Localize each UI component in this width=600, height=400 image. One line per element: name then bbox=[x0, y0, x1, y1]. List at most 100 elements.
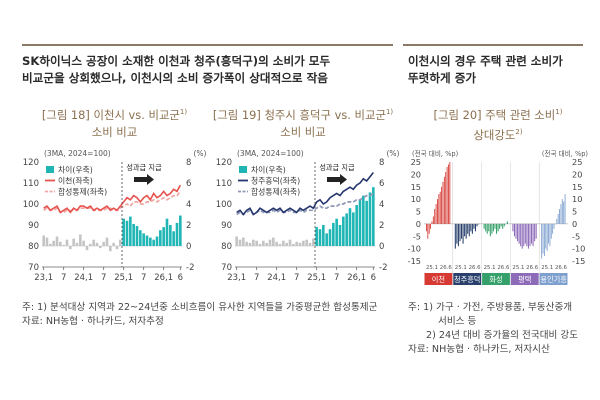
fig19-diff-bar bbox=[282, 240, 285, 246]
fig18-diff-bar bbox=[59, 241, 62, 246]
fig20-bar bbox=[546, 223, 548, 252]
fig19-diff-bar bbox=[262, 240, 265, 246]
fig18-diff-bar bbox=[75, 242, 79, 246]
fig20-bar bbox=[426, 223, 427, 232]
fig20-bar bbox=[478, 223, 480, 225]
fig20-bar bbox=[521, 223, 523, 249]
fig20-bar bbox=[471, 223, 473, 234]
fig18-legend-label: 차이(우축) bbox=[58, 165, 93, 175]
fig20-bar bbox=[502, 223, 504, 229]
left-headline: SK하이닉스 공장이 소재한 이천과 청주(흥덕구)의 소비가 모두 비교군을 … bbox=[22, 53, 397, 87]
fig19-arrow-icon bbox=[327, 174, 347, 185]
fig20-period-label: 25.1 bbox=[512, 265, 524, 271]
fig19-diff-bar bbox=[238, 239, 242, 246]
top-rule-right bbox=[403, 44, 583, 46]
fig20-title-line2: 상대강도 bbox=[473, 127, 516, 142]
fig20-bar bbox=[459, 223, 461, 242]
left-note-1: 주: 1) 분석대상 지역과 22~24년중 소비흐름이 유사한 지역들을 가중… bbox=[22, 302, 378, 313]
fig20-bar bbox=[443, 176, 445, 224]
fig20-period-label: 26.6 bbox=[497, 265, 510, 271]
fig19-ytick-right: 0 bbox=[379, 242, 384, 252]
fig20-bar bbox=[461, 223, 463, 239]
fig18-diff-bar bbox=[62, 244, 65, 246]
fig20-bar bbox=[560, 204, 562, 224]
fig20-region-label: 청주흥덕 bbox=[454, 275, 480, 284]
fig18-diff-bar bbox=[142, 233, 145, 246]
fig20-bar bbox=[496, 223, 498, 234]
fig20-period-label: 25.1 bbox=[541, 265, 553, 271]
fig19-diff-bar bbox=[348, 208, 352, 246]
fig20-bar bbox=[563, 201, 565, 224]
fig19-diff-bar bbox=[302, 240, 305, 246]
fig18-diff-bar bbox=[82, 240, 85, 246]
fig18-diff-bar bbox=[169, 225, 172, 246]
fig18-chart: (3MA, 2024=100) (%) 70 80 90 100 110 120 -2 0 2 4 6 8… bbox=[23, 149, 207, 283]
fig19-diff-bar bbox=[358, 199, 362, 246]
right-notes: 주: 1) 가구 · 가전, 주방용품, 부동산중개 서비스 등 2) 24년 … bbox=[408, 301, 578, 357]
right-headline-line2: 뚜렷하게 증가 bbox=[408, 71, 477, 85]
fig19-diff-bar bbox=[312, 238, 315, 246]
fig20-bar bbox=[434, 209, 436, 224]
fig20-bar bbox=[431, 221, 433, 224]
fig20-region-label: 평택 bbox=[518, 275, 531, 284]
fig18-diff-bar bbox=[85, 246, 89, 251]
left-headline-line1: SK하이닉스 공장이 소재한 이천과 청주(흥덕구)의 소비가 모두 bbox=[22, 54, 331, 68]
fig18-ytick-right: -2 bbox=[186, 263, 194, 273]
fig20-bar bbox=[446, 166, 448, 224]
fig19-diff-bar bbox=[305, 239, 308, 246]
fig19-diff-bar bbox=[242, 237, 245, 246]
fig20-bar bbox=[442, 181, 444, 224]
fig19-legend-label: 합성통제(좌축) bbox=[251, 188, 300, 197]
fig20-bar bbox=[542, 223, 544, 254]
fig18-ytick-left: 80 bbox=[28, 242, 39, 252]
fig18-diff-bar bbox=[105, 237, 109, 246]
fig20-bar bbox=[518, 223, 520, 244]
fig19-xtick-label: 26,1 bbox=[347, 273, 366, 283]
fig18-title-line2: 소비 비교 bbox=[91, 124, 138, 139]
fig18-ytick-right: 6 bbox=[186, 179, 191, 189]
fig20-region-band bbox=[424, 273, 453, 285]
fig20-bar bbox=[474, 223, 476, 232]
fig18-diff-bar bbox=[95, 242, 99, 246]
fig19-diff-bar bbox=[372, 187, 375, 246]
fig18-diff-bar bbox=[139, 230, 142, 246]
fig19-diff-bar bbox=[258, 243, 262, 246]
fig19-ytick-right: 8 bbox=[379, 158, 384, 168]
fig19-diff-bar bbox=[265, 242, 268, 246]
fig20-bar bbox=[427, 223, 429, 239]
fig20-bar bbox=[464, 223, 466, 237]
fig18-xtick-label: 24,1 bbox=[74, 273, 93, 283]
fig20-bar bbox=[515, 223, 517, 239]
fig20-bar bbox=[506, 221, 508, 224]
fig20-bar bbox=[557, 213, 559, 224]
fig20-bar bbox=[465, 223, 467, 239]
fig20-bar bbox=[492, 223, 494, 232]
fig20-bar bbox=[549, 223, 551, 247]
fig20-bar bbox=[543, 223, 545, 257]
fig20-title-line1: [그림 20] 주택 관련 소비 bbox=[433, 107, 556, 122]
fig20-region-band bbox=[510, 273, 539, 285]
fig19-ytick-left: 110 bbox=[216, 179, 232, 189]
fig18-diff-bar bbox=[115, 246, 119, 250]
fig18-diff-bar bbox=[152, 239, 155, 246]
fig18-diff-bar bbox=[135, 226, 139, 246]
fig20-ytick-right: -10 bbox=[572, 244, 585, 254]
fig19-title: [그림 19] 청주시 흥덕구 vs. 비교군1) 소비 비교 bbox=[203, 104, 403, 141]
fig20-bar bbox=[457, 223, 459, 247]
fig20-region-label: 화성 bbox=[489, 275, 502, 284]
fig18-diff-bar bbox=[52, 240, 55, 246]
fig19-diff-bar bbox=[342, 216, 345, 246]
left-notes: 주: 1) 분석대상 지역과 22~24년중 소비흐름이 유사한 지역들을 가중… bbox=[22, 301, 377, 329]
fig18-annotation: 성과급 지급 bbox=[126, 163, 162, 172]
fig18-diff-bar bbox=[122, 218, 125, 246]
fig18-xtick-label: 7 bbox=[61, 273, 66, 283]
fig20-ytick-left: 25 bbox=[411, 157, 421, 167]
fig19-diff-bar bbox=[362, 195, 365, 246]
fig18-diff-bar bbox=[79, 234, 82, 246]
fig19-xtick-label: 25,1 bbox=[307, 273, 326, 283]
fig18-xtick-label: 26,1 bbox=[154, 273, 173, 283]
fig19-xtick-label: 7 bbox=[334, 273, 339, 283]
fig20-bar bbox=[499, 223, 501, 229]
fig19-diff-bar bbox=[278, 243, 282, 246]
fig20-ytick-right: 10 bbox=[572, 194, 582, 204]
